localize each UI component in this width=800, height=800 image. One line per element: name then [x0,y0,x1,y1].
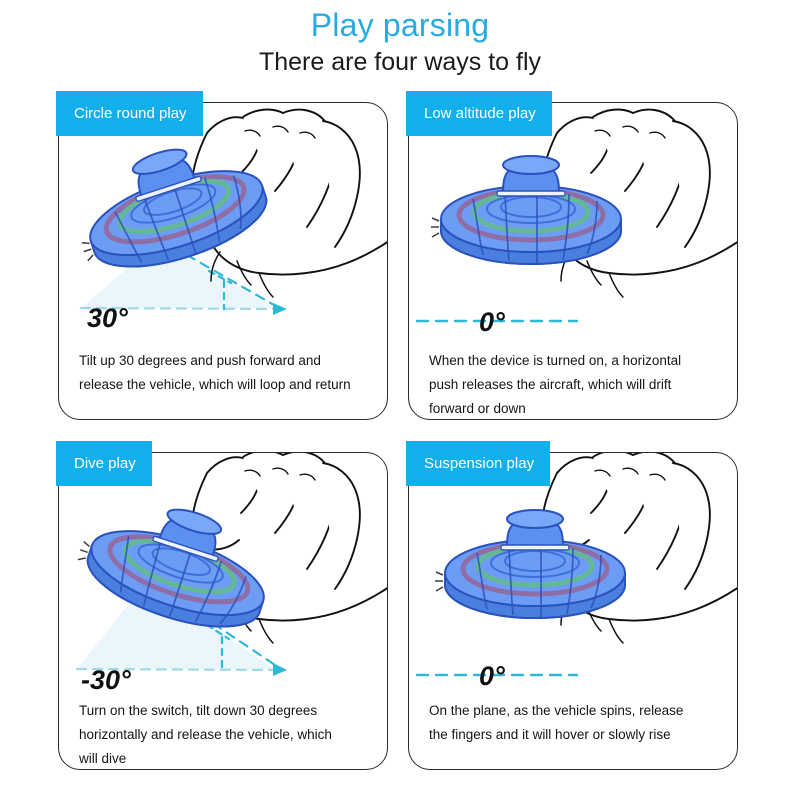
hand-drone-illustration [79,108,387,315]
card-label-circle-round-play: Circle round play [56,91,203,136]
card-circle-round-play[interactable]: Circle round play [56,91,388,420]
drone-illustration [81,148,268,268]
caption-line: Tilt up 30 degrees and push forward and [79,353,321,368]
drone-illustration [431,155,622,265]
card-suspension-play[interactable]: Suspension play [406,441,738,770]
drone-illustration [435,509,626,619]
caption-suspension-play: On the plane, as the vehicle spins, rele… [429,699,723,747]
page-subtitle: There are four ways to fly [258,48,542,76]
card-label-low-altitude-play: Low altitude play [406,91,552,136]
caption-line: will dive [79,751,127,766]
play-modes-grid: Circle round play [0,91,800,796]
angle-wedge-fill [77,581,274,669]
page-header: Play parsing There are four ways to fly [0,0,800,78]
caption-dive-play: Turn on the switch, tilt down 30 degrees… [79,699,373,771]
caption-line: When the device is turned on, a horizont… [429,353,682,368]
hand-drone-illustration [415,108,737,323]
caption-line: the fingers and it will hover or slowly … [429,727,671,742]
caption-circle-round-play: Tilt up 30 degrees and push forward and … [79,349,373,397]
angle-value-low-altitude-play: 0° [479,307,505,337]
caption-line: push releases the aircraft, which will d… [429,377,672,392]
card-dive-play[interactable]: Dive play [56,441,388,771]
card-low-altitude-play[interactable]: Low altitude play [406,91,738,421]
caption-line: release the vehicle, which will loop and… [79,377,351,392]
page-title: Play parsing [310,7,490,43]
illustration-circle-round-play [59,103,387,335]
drone-illustration [77,508,265,628]
illustration-low-altitude-play [409,103,737,335]
illustration-dive-play [59,453,387,685]
caption-line: forward or down [429,401,526,416]
angle-value-circle-round-play: 30° [87,303,128,333]
caption-line: On the plane, as the vehicle spins, rele… [429,703,684,718]
hand-outline [541,108,737,298]
hand-drone-illustration [75,453,387,676]
caption-low-altitude-play: When the device is turned on, a horizont… [429,349,723,421]
angle-arrow-head [273,303,287,315]
angle-arrow-head [273,663,287,676]
caption-line: horizontally and release the vehicle, wh… [79,727,332,742]
caption-line: Turn on the switch, tilt down 30 degrees [79,703,318,718]
hand-drone-illustration [415,453,737,677]
angle-value-dive-play: -30° [81,665,131,695]
card-label-suspension-play: Suspension play [406,441,551,486]
angle-wedge-fill [81,241,274,308]
card-label-dive-play: Dive play [56,441,152,486]
illustration-suspension-play [409,453,737,685]
angle-value-suspension-play: 0° [479,661,505,691]
